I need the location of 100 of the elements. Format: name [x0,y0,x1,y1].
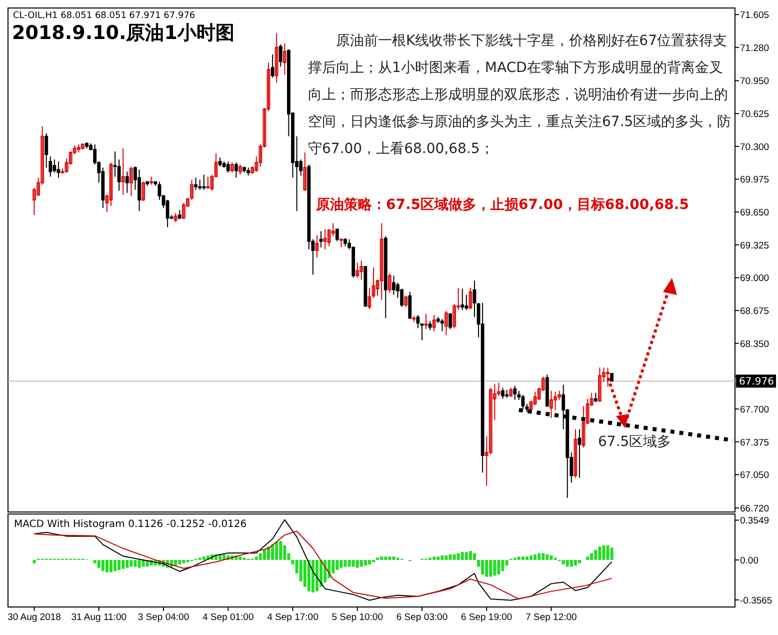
bar [254,556,258,560]
bar [340,560,343,568]
candlestick [550,390,553,419]
bar [586,556,590,560]
y-tick-label: 67.375 [740,437,770,448]
bar [538,553,541,560]
y-tick-label: 70.300 [740,142,770,153]
bar [388,556,392,560]
bar [178,560,182,564]
candlestick [372,267,376,298]
bar [485,560,488,577]
candlestick [501,387,504,400]
y-tick-label: -0.3565 [740,595,772,606]
candlestick [452,303,456,329]
candlestick [360,260,364,280]
candlestick [121,148,125,196]
y-tick-label: 70.950 [740,76,770,88]
bar [481,560,484,575]
candlestick [270,54,274,78]
y-tick-label: 71.280 [740,42,770,54]
candlestick [594,392,598,402]
candlestick [388,273,392,294]
bar [275,542,278,560]
bar [138,560,141,568]
bar [489,560,492,577]
bar [392,556,396,560]
bar [432,556,436,560]
bar [456,553,460,560]
candlestick [408,291,412,320]
y-tick-label: 70.625 [740,109,770,120]
candlestick [368,287,372,310]
bar [598,546,602,560]
candlestick [444,310,448,336]
bar [440,555,444,560]
annotation: 67.5区域多 [598,433,672,452]
bar [562,560,565,564]
bar [126,560,129,568]
bar [468,550,472,560]
candlestick [497,382,500,396]
candlestick [468,287,472,310]
bar [258,553,262,560]
candlestick [392,275,396,296]
bar [594,550,598,560]
candlestick [138,169,141,212]
x-tick-label: 4 Sep 01:00 [202,612,254,623]
x-tick-label: 6 Sep 19:00 [460,612,512,623]
bar [525,556,528,560]
bar [356,560,359,568]
bar [267,546,270,560]
candlestick [578,428,582,478]
candlestick [432,314,436,332]
x-tick-label: 6 Sep 03:00 [396,612,448,623]
bar [360,560,363,567]
bar [174,560,178,566]
candlestick [315,234,319,258]
candlestick [606,367,610,388]
bar [574,560,577,566]
candlestick [420,322,424,341]
candlestick [198,179,202,190]
x-tick-label: 5 Sep 10:00 [332,612,383,623]
bar [578,560,582,564]
candlestick [533,391,537,406]
candlestick [416,314,420,329]
candlestick [206,176,210,190]
bar [546,554,549,560]
bar [566,560,569,567]
candlestick [319,230,323,248]
bar [448,554,452,560]
bar [279,540,282,560]
candlestick [574,428,578,478]
candlestick [554,391,557,410]
bar [32,560,36,564]
ref-line-label: 67.976 [739,376,774,388]
y-tick-label: 0.3549 [740,516,770,527]
bar [452,554,456,560]
y-tick-label: 67.050 [740,470,770,482]
bar [97,560,100,568]
bar [501,560,504,572]
bar [436,556,440,560]
candlestick [323,228,327,250]
bar [238,556,242,560]
candlestick [488,387,492,455]
y-tick-label: 68.350 [740,338,770,350]
candlestick [117,159,121,192]
candlestick [513,385,517,400]
candlestick [230,162,234,174]
bar [283,545,286,560]
candlestick [282,42,286,76]
x-tick-label: 31 Aug 11:00 [71,612,127,623]
bar [352,560,355,567]
y-tick-label: 69.650 [740,208,770,219]
candlestick [174,212,178,223]
bar [182,560,186,564]
candlestick [129,166,133,196]
candlestick [194,177,198,190]
bar [114,560,117,572]
bar [118,560,121,570]
text: 2018.9.10.原油1小时图 [12,22,234,44]
candlestick [182,202,186,220]
bar [570,560,573,567]
